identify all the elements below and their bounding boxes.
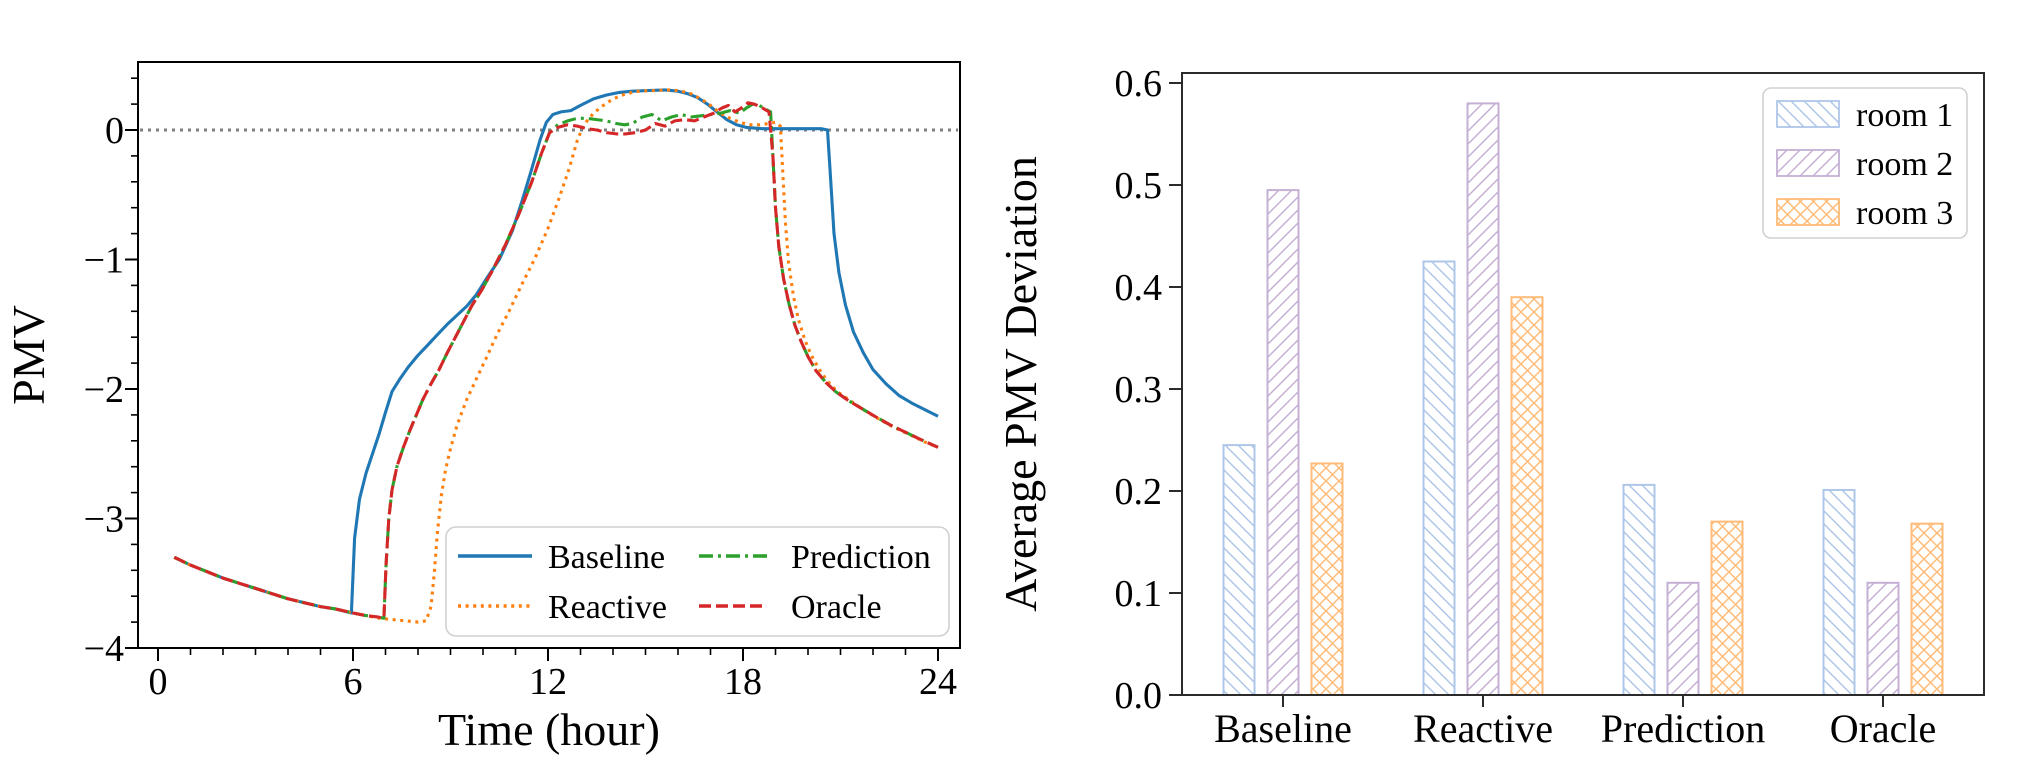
y-tick-label: −3 [84,499,124,541]
y-tick-label: −2 [84,369,124,411]
series-line-prediction [173,102,939,620]
bar-baseline-room-1 [1222,444,1256,696]
bar-prediction-room-1 [1622,483,1656,696]
y-tick-label: 0.2 [1115,471,1163,513]
category-label-reactive: Reactive [1413,706,1553,751]
y-tick-label: 0.6 [1115,63,1163,105]
x-tick-label: 0 [149,661,168,703]
avg-pmv-deviation-bar-chart: 0.0 0.1 0.2 0.3 0.4 0.5 0.6 Baseline Reactive Pre… [995,63,1985,751]
series-line-oracle [173,101,939,620]
x-tick-label: 18 [724,661,762,703]
bar-baseline-room-3 [1310,462,1344,696]
series-line-baseline [173,88,939,615]
bar-oracle-room-1 [1822,488,1856,697]
bar-prediction-room-3 [1710,520,1744,696]
legend-label: Oracle [791,589,882,626]
y-tick-label: 0 [105,110,124,152]
y-tick-label: −4 [84,628,124,670]
x-axis-label: Time (hour) [438,704,660,755]
legend-label: room 3 [1856,195,1953,232]
bar-prediction-room-2 [1666,581,1700,696]
y-tick-label: 0.3 [1115,369,1163,411]
bar-reactive-room-2 [1466,102,1500,696]
y-tick-label: 0.5 [1115,165,1163,207]
legend-swatch-room-2 [1776,149,1840,177]
x-tick-label: 12 [529,661,567,703]
bar-reactive-room-3 [1510,296,1544,696]
right-plot-border [1181,72,1985,696]
pmv-line-chart: 0 6 12 18 24 0 −1 −2 −3 −4 Time (hour) PMV Baseline P… [3,61,961,755]
y-tick-label: 0.1 [1115,573,1163,615]
legend-box [445,526,950,637]
y-axis-label: PMV [3,305,54,405]
legend-label: Baseline [548,539,665,576]
legend-label: Prediction [791,539,931,576]
legend-swatch-room-1 [1776,100,1840,128]
bar-reactive-room-1 [1422,260,1456,696]
legend-label: room 1 [1856,97,1953,134]
y-tick-label: 0.0 [1115,675,1163,717]
category-label-baseline: Baseline [1214,706,1352,751]
y-tick-label: 0.4 [1115,267,1163,309]
y-tick-label: −1 [84,240,124,282]
legend-label: Reactive [548,589,667,626]
legend-swatch-room-3 [1776,198,1840,226]
category-label-oracle: Oracle [1830,706,1937,751]
y-axis-label: Average PMV Deviation [995,156,1046,612]
bar-oracle-room-3 [1910,522,1944,697]
bar-legend: room 1 room 2 room 3 [1762,87,1968,239]
x-tick-label: 24 [919,661,957,703]
legend-label: room 2 [1856,146,1953,183]
bar-oracle-room-2 [1866,581,1900,696]
bar-baseline-room-2 [1266,189,1300,696]
category-label-prediction: Prediction [1601,706,1765,751]
line-legend: Baseline Prediction Reactive Oracle [445,526,950,637]
x-tick-label: 6 [344,661,363,703]
